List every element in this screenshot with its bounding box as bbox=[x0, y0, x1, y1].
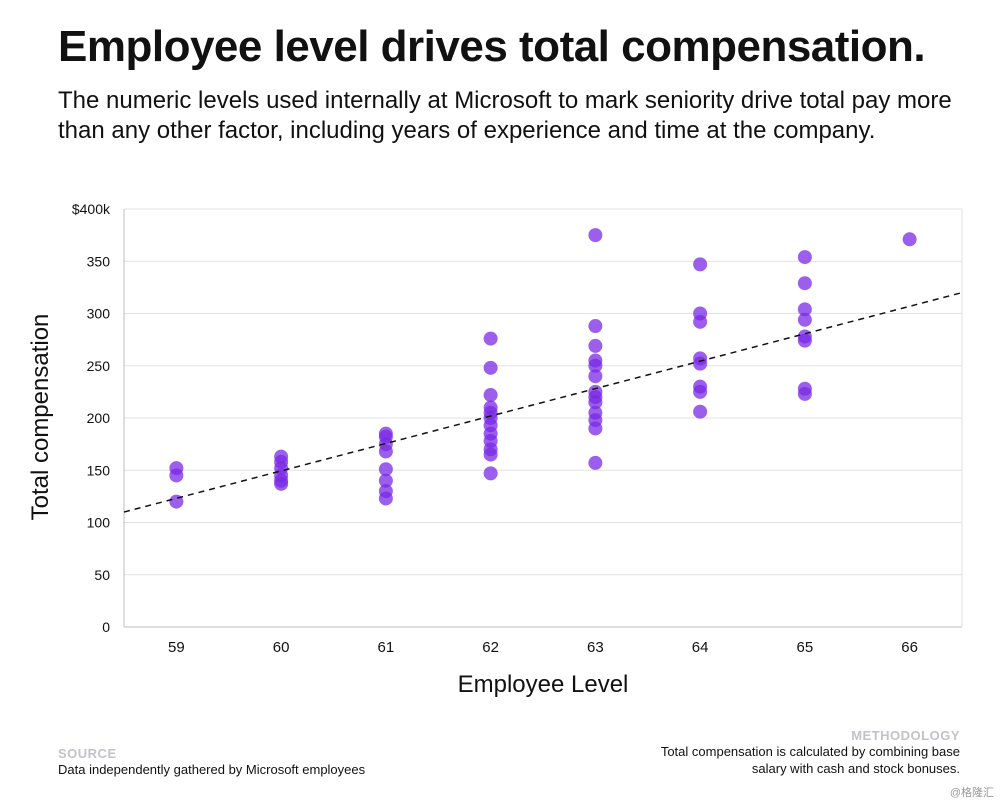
chart-title: Employee level drives total compensation… bbox=[58, 22, 926, 71]
data-point bbox=[483, 360, 498, 375]
grid-lines bbox=[123, 208, 963, 628]
data-point bbox=[378, 491, 393, 506]
y-tick-label: $400k bbox=[72, 201, 111, 217]
x-tick-label: 62 bbox=[482, 639, 499, 656]
trendline bbox=[123, 291, 963, 513]
source-text: Data independently gathered by Microsoft… bbox=[58, 762, 366, 777]
data-point bbox=[274, 476, 289, 491]
data-point bbox=[797, 276, 812, 291]
data-point bbox=[378, 444, 393, 459]
data-point bbox=[902, 232, 917, 247]
methodology-heading: METHODOLOGY bbox=[851, 728, 960, 743]
data-point bbox=[588, 228, 603, 243]
data-point bbox=[483, 331, 498, 346]
y-tick-label: 350 bbox=[87, 253, 111, 269]
data-point bbox=[797, 333, 812, 348]
data-point bbox=[588, 455, 603, 470]
x-tick-label: 59 bbox=[168, 639, 185, 656]
chart-subtitle: The numeric levels used internally at Mi… bbox=[58, 87, 952, 144]
data-points bbox=[169, 228, 917, 509]
y-axis-label: Total compensation bbox=[27, 314, 54, 521]
x-tick-label: 64 bbox=[692, 639, 709, 656]
data-point bbox=[588, 338, 603, 353]
x-tick-label: 66 bbox=[901, 639, 918, 656]
x-tick-label: 60 bbox=[273, 639, 290, 656]
data-point bbox=[693, 356, 708, 371]
data-point bbox=[588, 358, 603, 373]
data-point bbox=[588, 369, 603, 384]
x-tick-label: 61 bbox=[378, 639, 395, 656]
x-tick-label: 65 bbox=[797, 639, 814, 656]
y-tick-label: 250 bbox=[87, 358, 111, 374]
y-tick-label: 150 bbox=[87, 462, 111, 478]
data-point bbox=[588, 395, 603, 410]
x-tick-label: 63 bbox=[587, 639, 604, 656]
y-tick-label: 100 bbox=[87, 515, 111, 531]
trendline-group bbox=[123, 291, 963, 513]
data-point bbox=[797, 312, 812, 327]
data-point bbox=[797, 302, 812, 317]
data-point bbox=[693, 314, 708, 329]
data-point bbox=[693, 384, 708, 399]
source-block: SOURCE Data independently gathered by Mi… bbox=[58, 746, 478, 778]
y-tick-label: 200 bbox=[87, 410, 111, 426]
data-point bbox=[693, 404, 708, 419]
source-heading: SOURCE bbox=[58, 746, 117, 761]
x-axis-ticks: 59 60 61 62 63 64 65 66 bbox=[168, 639, 918, 656]
data-point bbox=[483, 447, 498, 462]
y-tick-label: 300 bbox=[87, 306, 111, 322]
data-point bbox=[588, 421, 603, 436]
data-point bbox=[797, 386, 812, 401]
data-point bbox=[169, 468, 184, 483]
data-point bbox=[797, 250, 812, 265]
y-axis-ticks: 0 50 100 150 200 250 300 350 $400k bbox=[72, 201, 111, 635]
y-tick-label: 0 bbox=[102, 619, 110, 635]
scatter-chart: 0 50 100 150 200 250 300 350 $400k 59 60 61 62 63 64 6… bbox=[27, 201, 963, 698]
y-tick-label: 50 bbox=[94, 567, 110, 583]
data-point bbox=[378, 462, 393, 477]
data-point bbox=[483, 466, 498, 481]
data-point bbox=[588, 319, 603, 334]
x-axis-label: Employee Level bbox=[458, 671, 629, 698]
data-point bbox=[378, 473, 393, 488]
methodology-block: METHODOLOGY Total compensation is calcul… bbox=[630, 728, 960, 777]
data-point bbox=[483, 388, 498, 403]
methodology-text: Total compensation is calculated by comb… bbox=[660, 744, 960, 776]
watermark: @格隆汇 bbox=[949, 787, 994, 799]
data-point bbox=[693, 257, 708, 272]
